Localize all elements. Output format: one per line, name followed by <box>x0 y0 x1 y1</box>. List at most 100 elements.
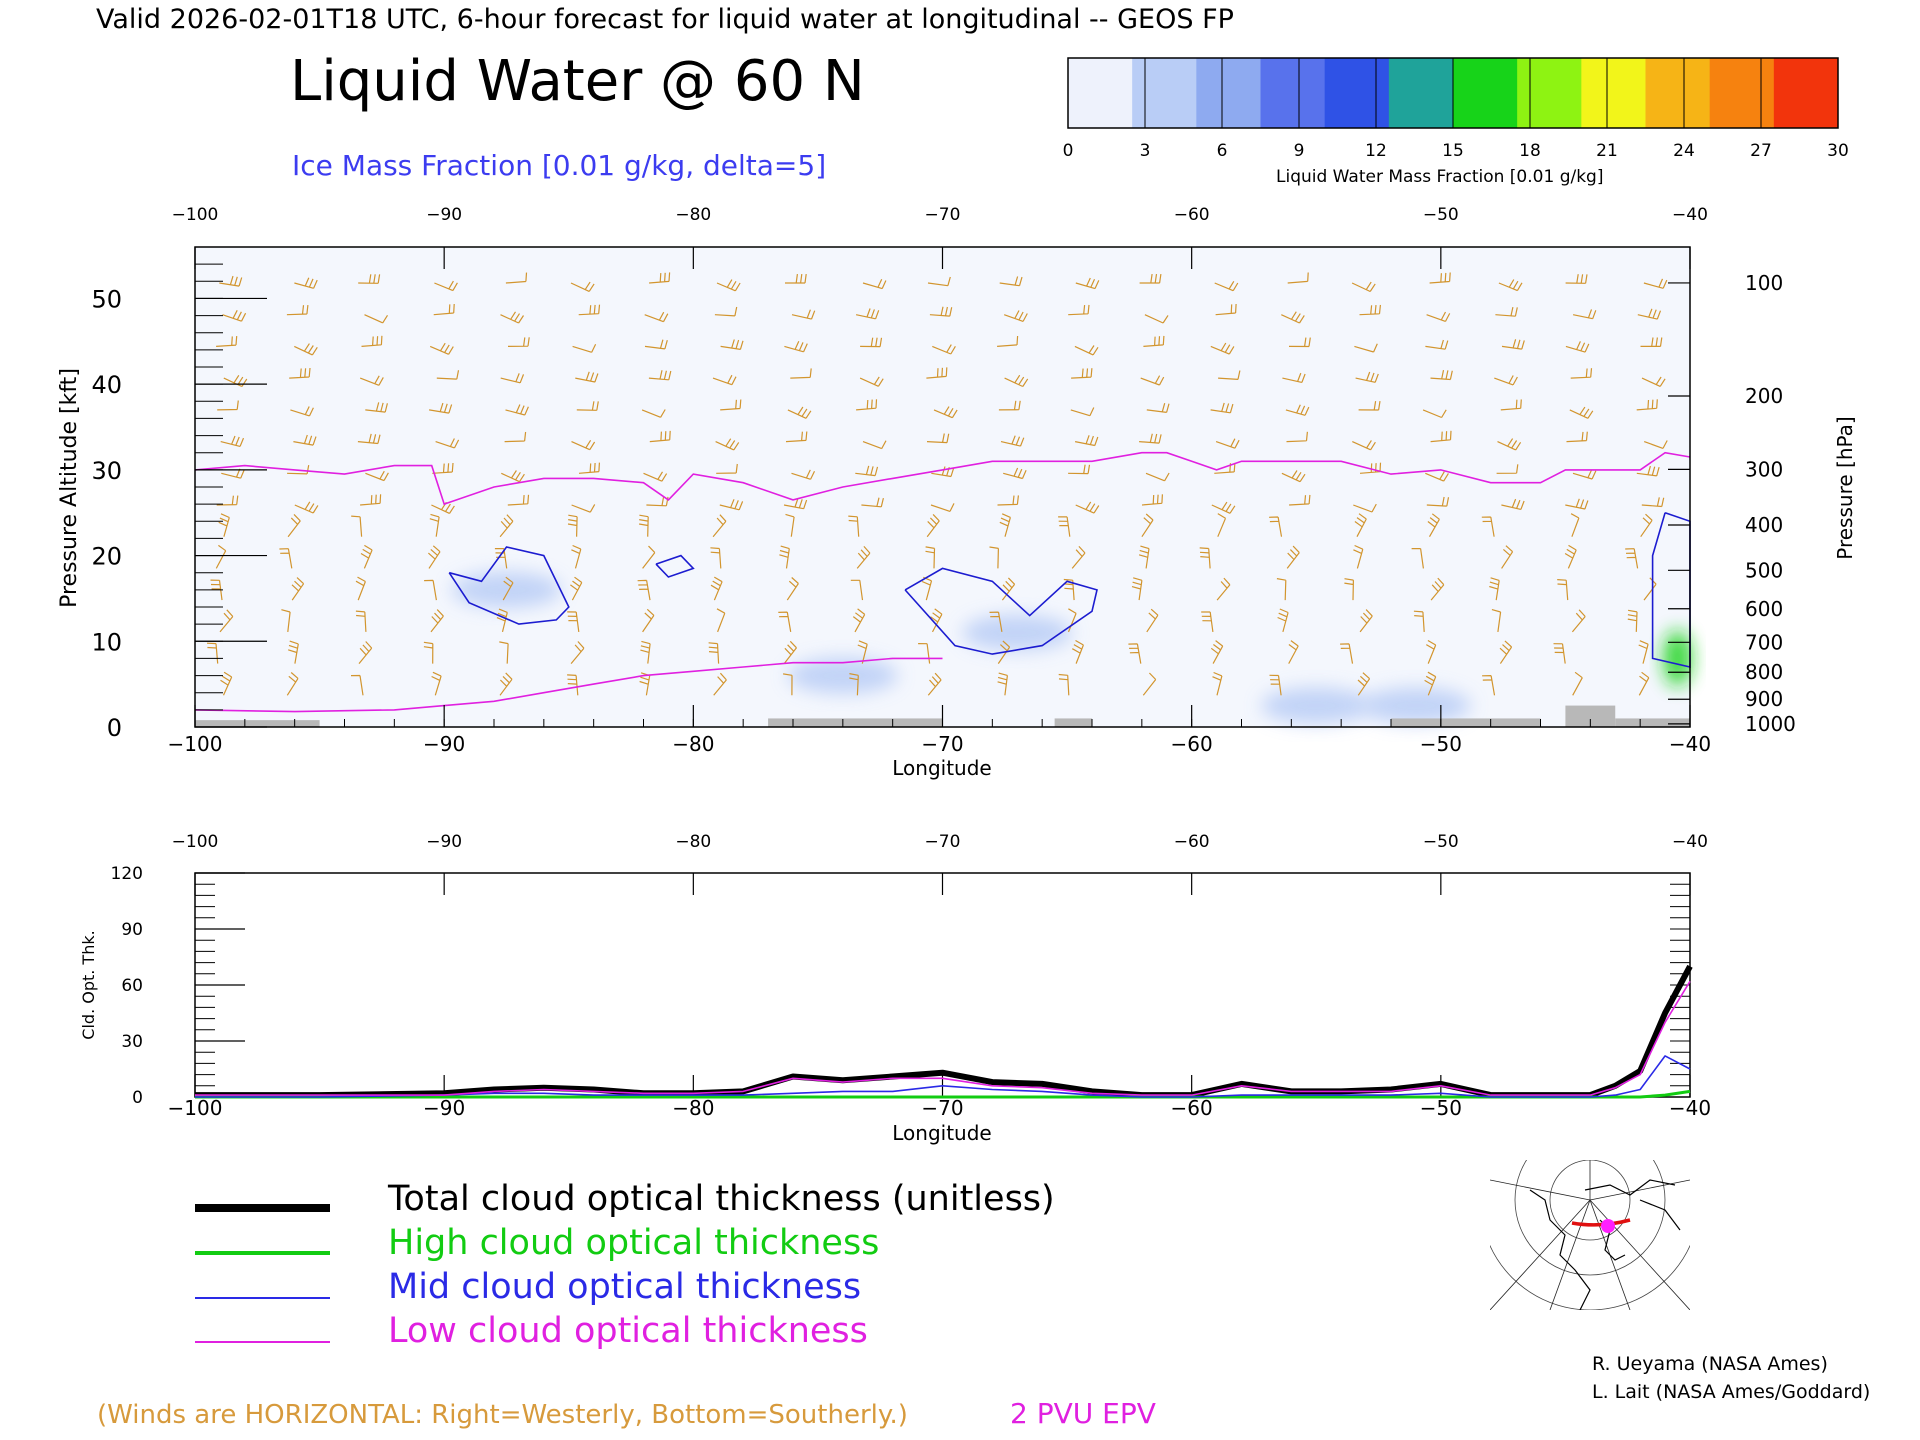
wind-barb <box>432 462 454 474</box>
wind-barb <box>1146 403 1170 413</box>
wind-barb <box>997 495 1019 506</box>
wind-barb <box>570 576 583 601</box>
wind-barb <box>1067 608 1077 633</box>
wind-barb <box>1071 545 1086 569</box>
credit-1: R. Ueyama (NASA Ames) <box>1592 1353 1828 1375</box>
wind-barb <box>713 672 727 696</box>
x-tick-label-top: −100 <box>172 832 219 852</box>
wind-barb <box>219 275 243 287</box>
wind-barb <box>784 340 808 353</box>
wind-barb <box>430 609 444 633</box>
wind-barb <box>930 503 955 512</box>
wind-barb <box>1499 640 1513 664</box>
wind-barb <box>1495 306 1518 317</box>
pressure-tick-label: 1000 <box>1745 712 1796 736</box>
wind-barb <box>710 576 723 601</box>
wind-barb <box>1413 610 1425 632</box>
wind-barb <box>570 641 585 664</box>
wind-barb <box>290 406 314 417</box>
wind-barb <box>640 640 651 664</box>
wind-barb <box>294 277 318 289</box>
wind-barb <box>1139 274 1162 284</box>
wind-barb <box>997 335 1019 347</box>
wind-barb <box>504 431 527 443</box>
valid-line: Valid 2026-02-01T18 UTC, 6-hour forecast… <box>96 4 1234 35</box>
wind-barb <box>644 311 669 323</box>
wind-barb <box>499 514 514 538</box>
wind-barb <box>505 272 528 284</box>
liquid-water-shading <box>1261 687 1372 724</box>
wind-barb <box>1141 494 1163 506</box>
pressure-tick-label: 200 <box>1745 384 1783 408</box>
pressure-tick-label: 800 <box>1745 660 1783 684</box>
colorbar-bin <box>1388 58 1454 128</box>
x-tick-label-top: −80 <box>675 205 711 225</box>
wind-barb <box>639 672 651 696</box>
wind-barb <box>642 608 655 633</box>
wind-barb <box>502 576 514 601</box>
pressure-tick-label: 600 <box>1745 597 1783 621</box>
wind-barb <box>1425 639 1437 664</box>
colorbar-tick-label: 15 <box>1442 141 1464 161</box>
bottom-x-axis-label: Longitude <box>892 1121 991 1145</box>
colorbar-bin <box>1132 58 1197 128</box>
wind-barb <box>1637 308 1662 320</box>
wind-barb <box>716 279 741 292</box>
legend-label-mid: Mid cloud optical thickness <box>388 1267 861 1307</box>
wind-barb <box>501 470 525 483</box>
colorbar-bin <box>1453 58 1518 128</box>
ice-contour <box>904 567 1098 655</box>
wind-barb <box>1287 272 1309 284</box>
wind-barb <box>1498 279 1523 292</box>
wind-barb <box>926 433 950 444</box>
wind-barb <box>361 335 383 347</box>
wind-barb <box>1141 513 1154 538</box>
wind-barb <box>649 272 671 284</box>
wind-barb <box>431 671 442 696</box>
wind-barb <box>1285 404 1310 416</box>
terrain <box>1391 718 1541 727</box>
wind-barb <box>1212 671 1223 696</box>
wind-barb <box>785 274 807 284</box>
wind-barb <box>989 546 999 569</box>
wind-barb <box>1288 640 1299 664</box>
wind-barb <box>927 672 942 696</box>
wind-barb <box>360 544 373 569</box>
wind-barb <box>860 337 883 348</box>
ice-contour <box>655 554 695 578</box>
credit-2: L. Lait (NASA Ames/Goddard) <box>1592 1381 1870 1403</box>
wind-barb <box>1353 544 1364 569</box>
wind-barb <box>1199 547 1211 569</box>
colorbar: 0 3 6 9 12 15 18 21 24 27 30 <box>1063 57 1849 161</box>
wind-barb <box>293 434 317 446</box>
wind-barb <box>862 278 887 290</box>
wind-barb <box>1425 471 1449 482</box>
wind-barb <box>783 498 808 510</box>
wind-barb <box>567 674 579 696</box>
x-tick-label-top: −60 <box>1174 205 1210 225</box>
wind-barb <box>1501 339 1525 350</box>
wind-barb <box>294 501 319 514</box>
wind-barb <box>1351 281 1376 293</box>
pvu-2-line <box>194 657 943 713</box>
legend-label-low: Low cloud optical thickness <box>388 1311 868 1351</box>
colorbar-tick-label: 27 <box>1750 141 1772 161</box>
wind-barb <box>1641 497 1665 508</box>
wind-barb <box>852 608 866 633</box>
wind-barb <box>1491 609 1502 632</box>
wind-barb <box>1145 472 1170 482</box>
wind-barb <box>578 304 601 316</box>
wind-barb <box>1429 272 1451 284</box>
wind-barb <box>358 274 381 284</box>
wind-barb <box>364 314 389 324</box>
wind-barb <box>220 671 233 696</box>
wind-barb <box>861 497 884 508</box>
wind-barb <box>641 409 666 418</box>
wind-barb <box>1359 609 1373 633</box>
wind-barb <box>716 463 738 474</box>
wind-barb <box>1482 675 1496 696</box>
wind-barb <box>1215 438 1240 449</box>
y-tick-label: 10 <box>91 628 122 656</box>
colorbar-bin <box>1517 58 1582 128</box>
wind-barb <box>1357 672 1371 696</box>
